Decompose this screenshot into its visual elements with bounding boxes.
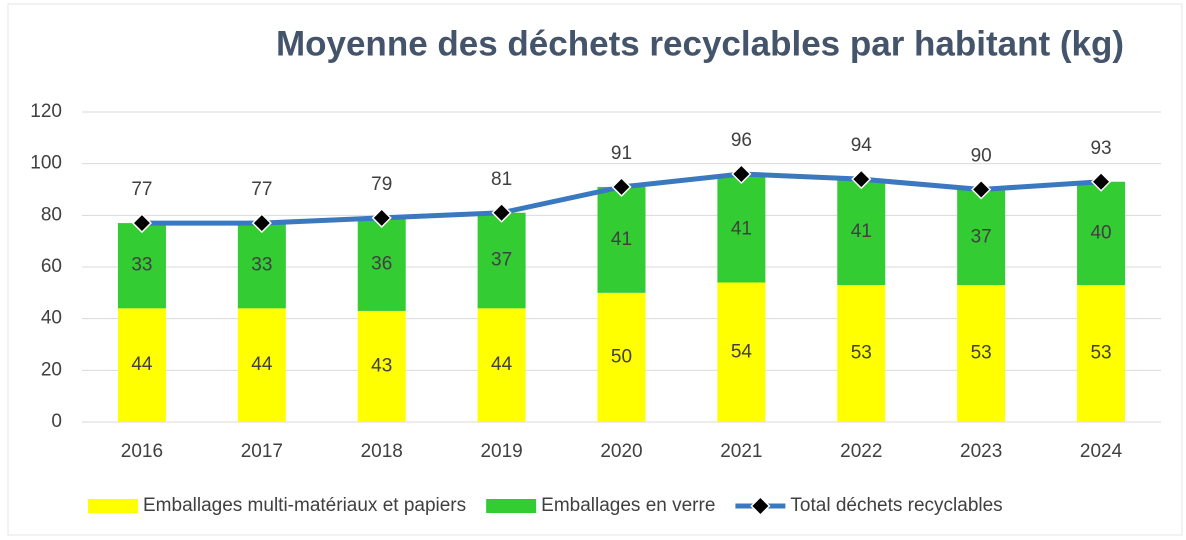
data-label: 36 — [371, 253, 392, 274]
bar-segment — [597, 292, 646, 422]
data-label: 96 — [731, 130, 752, 151]
bar-segment — [117, 308, 166, 422]
legend-swatch — [88, 499, 138, 513]
data-label: 33 — [251, 255, 272, 276]
data-label: 41 — [731, 219, 752, 240]
data-label: 53 — [971, 343, 992, 364]
marker — [131, 213, 153, 234]
bar-segment — [957, 285, 1006, 422]
x-tick-label: 2022 — [840, 441, 882, 462]
bar-segment — [837, 179, 886, 286]
x-tick-label: 2021 — [720, 441, 762, 462]
marker — [251, 213, 272, 234]
data-label: 94 — [851, 135, 873, 156]
marker — [1090, 171, 1112, 192]
data-label: 93 — [1090, 138, 1111, 159]
chart-title: Moyenne des déchets recyclables par habi… — [276, 24, 1124, 63]
x-tick-label: 2019 — [480, 441, 522, 462]
y-tick-label: 40 — [41, 308, 62, 329]
marker — [491, 202, 512, 223]
bar-segment — [1077, 285, 1126, 422]
bar-segment — [237, 223, 286, 309]
bar-segment — [957, 189, 1006, 286]
bar-segment — [717, 176, 766, 283]
x-tick-label: 2017 — [241, 441, 283, 462]
bar-segment — [237, 308, 286, 422]
legend-swatch — [750, 495, 771, 517]
data-label: 50 — [611, 346, 632, 367]
x-tick-label: 2020 — [600, 441, 642, 462]
legend-label: Emballages multi-matériaux et papiers — [143, 495, 466, 516]
x-tick-label: 2016 — [121, 441, 163, 462]
data-label: 41 — [851, 221, 872, 242]
data-label: 77 — [251, 179, 272, 200]
data-label: 91 — [611, 143, 632, 164]
legend-label: Total déchets recyclables — [790, 495, 1002, 516]
marker — [371, 207, 392, 228]
data-label: 44 — [491, 354, 513, 375]
bar-segment — [717, 282, 766, 422]
y-tick-label: 80 — [41, 204, 62, 225]
data-label: 90 — [971, 146, 992, 167]
bar-segment — [357, 310, 406, 422]
y-tick-label: 100 — [30, 153, 62, 174]
data-label: 54 — [731, 341, 753, 362]
bar-segment — [117, 223, 166, 309]
bar-segment — [837, 285, 886, 422]
marker — [611, 176, 632, 197]
data-label: 37 — [491, 250, 512, 271]
y-tick-label: 20 — [41, 359, 62, 380]
data-label: 53 — [851, 343, 872, 364]
bar-segment — [357, 217, 406, 311]
x-tick-label: 2023 — [960, 441, 1002, 462]
x-tick-label: 2018 — [361, 441, 403, 462]
data-label: 44 — [251, 354, 273, 375]
bar-segment — [1077, 181, 1126, 286]
bar-segment — [477, 308, 526, 422]
y-tick-label: 0 — [51, 411, 62, 432]
data-label: 79 — [371, 174, 392, 195]
data-label: 43 — [371, 355, 392, 376]
bar-segment — [597, 186, 646, 293]
y-tick-label: 60 — [41, 256, 62, 277]
y-tick-label: 120 — [30, 101, 62, 122]
data-label: 53 — [1090, 343, 1111, 364]
data-label: 37 — [971, 226, 992, 247]
bar-segment — [477, 212, 526, 309]
data-label: 33 — [131, 255, 152, 276]
chart-border — [7, 3, 1183, 536]
data-label: 41 — [611, 229, 632, 250]
legend-swatch — [486, 499, 537, 513]
data-label: 77 — [131, 179, 152, 200]
marker — [731, 163, 752, 185]
marker — [971, 179, 992, 200]
legend-label: Emballages en verre — [541, 495, 715, 516]
data-label: 44 — [131, 354, 153, 375]
marker — [851, 169, 872, 190]
data-label: 81 — [491, 169, 512, 190]
data-label: 40 — [1090, 222, 1111, 243]
x-tick-label: 2024 — [1080, 441, 1123, 462]
